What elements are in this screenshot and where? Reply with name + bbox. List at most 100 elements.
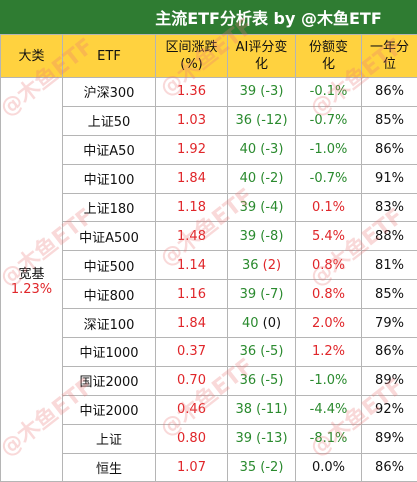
- ai-score-cell: 36 (2): [228, 251, 296, 280]
- category-name: 宽基: [1, 263, 62, 282]
- ai-score-value: 39: [240, 200, 257, 215]
- percentile-cell: 85%: [362, 280, 417, 309]
- ai-score-cell: 40 (-3): [228, 135, 296, 164]
- share-change-cell: -8.1%: [296, 424, 362, 453]
- etf-name-cell: 国证2000: [63, 366, 156, 395]
- ai-score-cell: 36 (-5): [228, 338, 296, 367]
- change-cell: 1.14: [156, 251, 228, 280]
- change-cell: 0.46: [156, 395, 228, 424]
- ai-score-value: 36: [242, 258, 259, 273]
- percentile-cell: 86%: [362, 135, 417, 164]
- ai-score-cell: 35 (-2): [228, 453, 296, 482]
- ai-score-value: 36: [240, 344, 257, 359]
- percentile-cell: 86%: [362, 453, 417, 482]
- ai-score-delta: (-3): [260, 84, 283, 99]
- percentile-cell: 89%: [362, 424, 417, 453]
- change-cell: 0.37: [156, 338, 228, 367]
- percentile-cell: 88%: [362, 222, 417, 251]
- ai-score-delta: (-7): [260, 287, 283, 302]
- etf-name-cell: 沪深300: [63, 78, 156, 107]
- share-change-cell: 2.0%: [296, 309, 362, 338]
- ai-score-value: 38: [235, 402, 252, 417]
- percentile-cell: 89%: [362, 366, 417, 395]
- change-cell: 1.18: [156, 193, 228, 222]
- etf-name-cell: 中证100: [63, 164, 156, 193]
- ai-score-value: 35: [240, 460, 257, 475]
- etf-name-cell: 上证180: [63, 193, 156, 222]
- ai-score-cell: 36 (-5): [228, 366, 296, 395]
- ai-score-delta: (-3): [260, 142, 283, 157]
- ai-score-cell: 38 (-11): [228, 395, 296, 424]
- share-change-cell: 1.2%: [296, 338, 362, 367]
- change-cell: 1.36: [156, 78, 228, 107]
- percentile-cell: 85%: [362, 106, 417, 135]
- change-cell: 1.16: [156, 280, 228, 309]
- etf-name-cell: 中证A500: [63, 222, 156, 251]
- percentile-cell: 86%: [362, 78, 417, 107]
- ai-score-cell: 39 (-7): [228, 280, 296, 309]
- change-cell: 0.70: [156, 366, 228, 395]
- change-cell: 1.07: [156, 453, 228, 482]
- ai-score-delta: (-2): [260, 171, 283, 186]
- change-cell: 1.48: [156, 222, 228, 251]
- ai-score-value: 36: [240, 373, 257, 388]
- change-cell: 1.84: [156, 164, 228, 193]
- percentile-cell: 91%: [362, 164, 417, 193]
- ai-score-cell: 39 (-3): [228, 78, 296, 107]
- ai-score-delta: (0): [263, 316, 281, 331]
- share-change-cell: -1.0%: [296, 366, 362, 395]
- percentile-cell: 81%: [362, 251, 417, 280]
- ai-score-delta: (-5): [260, 373, 283, 388]
- etf-name-cell: 中证1000: [63, 338, 156, 367]
- header-change: 区间涨跌(%): [156, 35, 228, 78]
- ai-score-value: 39: [240, 287, 257, 302]
- ai-score-delta: (2): [263, 258, 281, 273]
- ai-score-cell: 40 (0): [228, 309, 296, 338]
- ai-score-value: 40: [240, 171, 257, 186]
- ai-score-cell: 39 (-8): [228, 222, 296, 251]
- sheet-title: 主流ETF分析表 by @木鱼ETF: [0, 0, 417, 34]
- ai-score-value: 39: [240, 229, 257, 244]
- change-cell: 1.03: [156, 106, 228, 135]
- etf-name-cell: 中证500: [63, 251, 156, 280]
- ai-score-value: 36: [235, 113, 252, 128]
- ai-score-value: 39: [240, 84, 257, 99]
- ai-score-value: 40: [242, 316, 259, 331]
- share-change-cell: -1.0%: [296, 135, 362, 164]
- etf-name-cell: 恒生: [63, 453, 156, 482]
- ai-score-value: 39: [235, 431, 252, 446]
- percentile-cell: 79%: [362, 309, 417, 338]
- share-change-cell: -0.7%: [296, 164, 362, 193]
- etf-name-cell: 上证50: [63, 106, 156, 135]
- header-etf: ETF: [63, 35, 156, 78]
- share-change-cell: -0.1%: [296, 78, 362, 107]
- ai-score-delta: (-8): [260, 229, 283, 244]
- etf-name-cell: 上证: [63, 424, 156, 453]
- ai-score-cell: 40 (-2): [228, 164, 296, 193]
- share-change-cell: 5.4%: [296, 222, 362, 251]
- etf-name-cell: 中证A50: [63, 135, 156, 164]
- change-cell: 1.84: [156, 309, 228, 338]
- ai-score-delta: (-2): [260, 460, 283, 475]
- ai-score-cell: 39 (-13): [228, 424, 296, 453]
- ai-score-value: 40: [240, 142, 257, 157]
- ai-score-cell: 36 (-12): [228, 106, 296, 135]
- etf-name-cell: 中证800: [63, 280, 156, 309]
- ai-score-delta: (-13): [256, 431, 287, 446]
- share-change-cell: 0.0%: [296, 453, 362, 482]
- ai-score-delta: (-11): [256, 402, 287, 417]
- header-percentile: 一年分位: [362, 35, 417, 78]
